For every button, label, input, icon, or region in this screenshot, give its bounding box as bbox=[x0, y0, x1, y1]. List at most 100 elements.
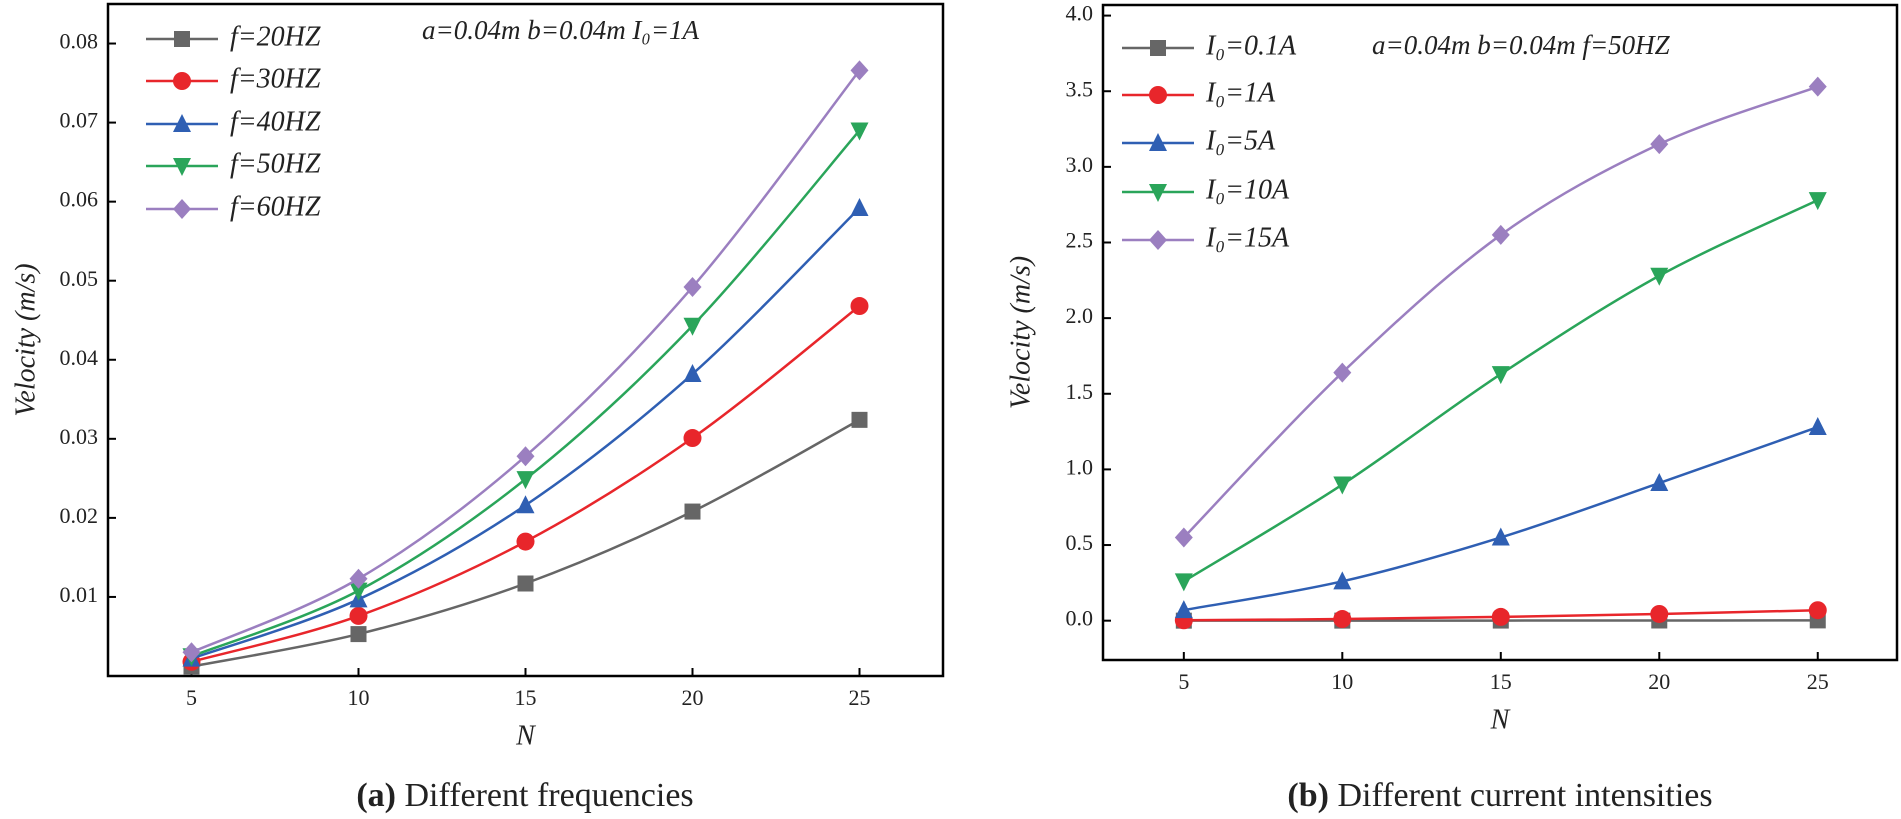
x-tick-label: 5 bbox=[186, 685, 197, 710]
y-tick-label: 0.02 bbox=[60, 503, 99, 528]
marker bbox=[349, 568, 368, 589]
caption: (b) Different current intensities bbox=[1287, 777, 1712, 814]
series-line bbox=[1182, 85, 1819, 539]
x-tick-label: 20 bbox=[682, 685, 704, 710]
marker bbox=[1650, 604, 1669, 623]
marker bbox=[1650, 267, 1669, 286]
x-axis-title: N bbox=[515, 720, 536, 751]
caption-space bbox=[1329, 777, 1338, 814]
marker bbox=[684, 503, 701, 520]
marker bbox=[516, 532, 535, 551]
y-tick-label: 0.06 bbox=[60, 187, 99, 212]
marker bbox=[517, 575, 534, 592]
caption-label: (b) bbox=[1287, 777, 1329, 814]
y-axis-title: Velocity (m/s) bbox=[10, 263, 41, 416]
marker bbox=[1808, 417, 1827, 436]
legend-marker bbox=[1149, 230, 1167, 250]
y-tick-label: 0.0 bbox=[1066, 606, 1094, 631]
marker bbox=[1333, 476, 1352, 495]
marker bbox=[1174, 573, 1193, 592]
y-tick-label: 2.0 bbox=[1066, 303, 1094, 328]
caption-label: (a) bbox=[356, 777, 396, 814]
legend-marker bbox=[174, 31, 190, 47]
x-tick-label: 15 bbox=[515, 685, 537, 710]
marker bbox=[350, 626, 367, 643]
marker bbox=[850, 297, 869, 316]
marker bbox=[516, 471, 535, 490]
marker bbox=[1333, 610, 1352, 629]
y-tick-label: 2.5 bbox=[1066, 228, 1094, 253]
y-tick-label: 0.07 bbox=[60, 108, 99, 133]
legend-marker bbox=[1149, 184, 1167, 202]
marker bbox=[1333, 571, 1352, 590]
series-line bbox=[191, 207, 861, 660]
marker bbox=[516, 495, 535, 514]
annotation: a=0.04m b=0.04m I₀=1A bbox=[422, 15, 700, 45]
y-axis-title: Velocity (m/s) bbox=[1005, 256, 1036, 409]
y-tick-label: 0.03 bbox=[60, 424, 99, 449]
legend-label: f=20HZ bbox=[230, 21, 321, 52]
x-tick-label: 20 bbox=[1648, 669, 1670, 694]
marker bbox=[1491, 224, 1510, 245]
y-tick-label: 0.08 bbox=[60, 29, 99, 54]
marker bbox=[349, 606, 368, 625]
legend-label: I₀=0.1A bbox=[1205, 30, 1297, 61]
y-tick-label: 3.0 bbox=[1066, 152, 1094, 177]
marker bbox=[1808, 76, 1827, 97]
annotation: a=0.04m b=0.04m f=50HZ bbox=[1372, 30, 1671, 60]
marker bbox=[1491, 366, 1510, 385]
y-tick-label: 1.5 bbox=[1066, 379, 1094, 404]
legend-label: f=50HZ bbox=[230, 148, 321, 179]
legend-marker bbox=[1149, 133, 1167, 151]
legend-label: I₀=5A bbox=[1205, 125, 1276, 156]
legend-marker bbox=[1150, 40, 1166, 56]
series-line bbox=[1183, 425, 1819, 612]
x-tick-label: 5 bbox=[1178, 669, 1189, 694]
marker bbox=[683, 317, 702, 336]
y-tick-label: 3.5 bbox=[1066, 76, 1094, 101]
x-axis-title: N bbox=[1490, 704, 1511, 735]
marker bbox=[683, 277, 702, 298]
legend-label: I₀=15A bbox=[1205, 222, 1290, 253]
caption-text: Different frequencies bbox=[404, 777, 693, 814]
marker bbox=[1174, 527, 1193, 548]
marker bbox=[850, 197, 869, 216]
y-tick-label: 0.5 bbox=[1066, 530, 1094, 555]
legend-marker bbox=[173, 199, 191, 219]
legend-label: f=40HZ bbox=[230, 106, 321, 137]
legend-marker bbox=[173, 158, 191, 176]
y-tick-label: 0.05 bbox=[60, 266, 99, 291]
marker bbox=[1808, 601, 1827, 620]
marker bbox=[1491, 527, 1510, 546]
marker bbox=[850, 122, 869, 141]
x-tick-label: 10 bbox=[348, 685, 370, 710]
caption-space bbox=[396, 777, 405, 814]
y-tick-label: 0.04 bbox=[60, 345, 99, 370]
caption: (a) Different frequencies bbox=[356, 777, 693, 814]
marker bbox=[1174, 600, 1193, 619]
caption-text: Different current intensities bbox=[1337, 777, 1712, 814]
legend-label: I₀=10A bbox=[1205, 174, 1290, 205]
legend-label: f=30HZ bbox=[230, 63, 321, 94]
marker bbox=[1808, 192, 1827, 211]
marker bbox=[851, 411, 868, 428]
y-tick-label: 1.0 bbox=[1066, 454, 1094, 479]
series-line bbox=[1183, 199, 1819, 583]
marker bbox=[683, 429, 702, 448]
series-line bbox=[190, 69, 861, 654]
x-tick-label: 25 bbox=[849, 685, 871, 710]
legend-label: f=60HZ bbox=[230, 191, 321, 222]
marker bbox=[349, 582, 368, 601]
marker bbox=[516, 446, 535, 467]
x-tick-label: 10 bbox=[1331, 669, 1353, 694]
marker bbox=[850, 60, 869, 81]
y-tick-label: 0.01 bbox=[60, 582, 99, 607]
y-tick-label: 4.0 bbox=[1066, 1, 1094, 26]
x-tick-label: 25 bbox=[1807, 669, 1829, 694]
legend-marker bbox=[173, 72, 191, 90]
marker bbox=[1650, 473, 1669, 492]
x-tick-label: 15 bbox=[1490, 669, 1512, 694]
legend-marker bbox=[1149, 86, 1167, 104]
legend-marker bbox=[173, 114, 191, 132]
